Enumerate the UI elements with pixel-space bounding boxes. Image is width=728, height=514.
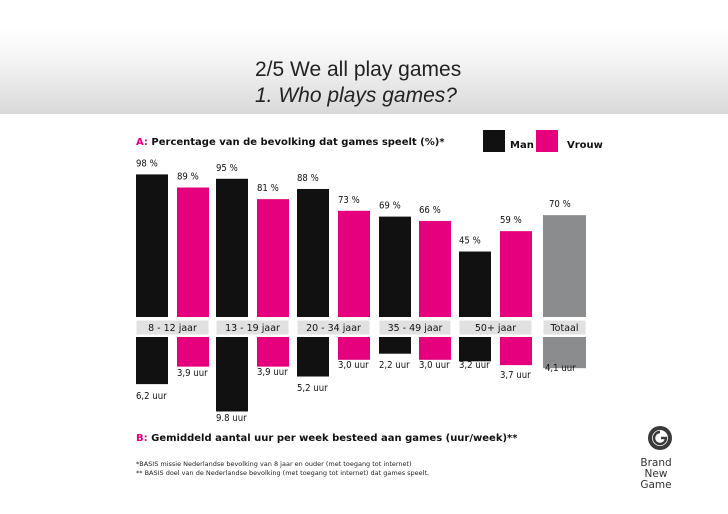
bar-a-man-2 xyxy=(297,188,329,317)
label-b-vrouw-3: 3,0 uur xyxy=(419,360,450,371)
label-a-total: 70 % xyxy=(549,199,571,210)
category-label-1: 13 - 19 jaar xyxy=(225,323,280,334)
logo-text: Brand New Game xyxy=(628,458,684,491)
label-a-man-2: 88 % xyxy=(297,173,319,184)
legend-label-vrouw: Vrouw xyxy=(567,140,603,151)
bar-b-man-2 xyxy=(297,337,329,377)
bar-b-vrouw-2 xyxy=(338,337,370,360)
bar-b-vrouw-4 xyxy=(500,337,532,366)
legend-swatch-vrouw xyxy=(536,130,558,152)
panel-a-title: A: Percentage van de bevolking dat games… xyxy=(136,137,445,148)
label-a-man-3: 69 % xyxy=(379,201,401,212)
label-b-total: 4,1 uur xyxy=(545,363,576,374)
category-label-0: 8 - 12 jaar xyxy=(148,323,197,334)
category-label-5: Totaal xyxy=(549,323,578,334)
label-b-vrouw-2: 3,0 uur xyxy=(338,360,369,371)
bar-a-man-0 xyxy=(136,174,168,317)
category-band-2 xyxy=(296,319,371,336)
label-b-vrouw-1: 3,9 uur xyxy=(257,367,288,378)
category-band-4 xyxy=(458,319,533,336)
brand-new-game-logo-icon xyxy=(648,426,672,450)
footnote-1: *BASIS missie Nederlandse bevolking van … xyxy=(136,460,412,468)
bar-a-man-4 xyxy=(459,251,491,317)
title-band xyxy=(0,28,728,114)
panel-a-title-text: Percentage van de bevolking dat games sp… xyxy=(151,137,445,148)
label-a-vrouw-1: 81 % xyxy=(257,183,279,194)
bar-b-vrouw-1 xyxy=(257,337,289,367)
legend-label-man: Man xyxy=(510,140,534,151)
label-a-vrouw-0: 89 % xyxy=(177,172,199,183)
logo-line-2: New xyxy=(644,468,668,480)
bar-b-vrouw-3 xyxy=(419,337,451,360)
bar-b-man-1 xyxy=(216,337,248,412)
bar-a-man-3 xyxy=(379,216,411,317)
bar-b-man-0 xyxy=(136,337,168,385)
category-label-3: 35 - 49 jaar xyxy=(388,323,443,334)
category-label-4: 50+ jaar xyxy=(475,323,516,334)
category-band-3 xyxy=(378,319,452,336)
bar-a-vrouw-1 xyxy=(257,199,289,317)
bar-b-man-3 xyxy=(379,337,411,354)
category-band-5 xyxy=(542,319,587,336)
bar-a-vrouw-4 xyxy=(500,231,532,317)
legend-swatch-man xyxy=(483,130,505,152)
label-a-vrouw-4: 59 % xyxy=(500,215,522,226)
label-a-vrouw-2: 73 % xyxy=(338,195,360,206)
label-b-man-3: 2,2 uur xyxy=(379,360,410,371)
panel-b-title: B: Gemiddeld aantal uur per week besteed… xyxy=(136,433,518,444)
bar-a-vrouw-2 xyxy=(338,210,370,317)
panel-a-prefix: A: xyxy=(136,137,151,148)
label-b-vrouw-0: 3,9 uur xyxy=(177,368,208,379)
label-b-man-0: 6,2 uur xyxy=(136,391,167,402)
logo-line-3: Game xyxy=(640,479,672,491)
bar-a-vrouw-0 xyxy=(177,187,209,317)
label-a-man-4: 45 % xyxy=(459,236,481,247)
label-a-man-1: 95 % xyxy=(216,163,238,174)
label-a-man-0: 98 % xyxy=(136,158,158,169)
footnote-2: ** BASIS doel van de Nederlandse bevolki… xyxy=(136,469,429,477)
label-a-vrouw-3: 66 % xyxy=(419,205,441,216)
bar-b-vrouw-0 xyxy=(177,337,209,367)
label-b-man-2: 5,2 uur xyxy=(297,383,328,394)
slide-subtitle: 1. Who plays games? xyxy=(255,84,457,107)
panel-b-prefix: B: xyxy=(136,433,151,444)
bar-b-man-4 xyxy=(459,337,491,362)
label-b-vrouw-4: 3,7 uur xyxy=(500,370,531,381)
bar-a-total xyxy=(543,215,586,317)
category-band-1 xyxy=(215,319,290,336)
bar-b-total xyxy=(543,337,586,369)
category-band-0 xyxy=(135,319,210,336)
label-b-man-1: 9.8 uur xyxy=(216,413,247,424)
bar-a-man-1 xyxy=(216,178,248,317)
bar-a-vrouw-3 xyxy=(419,220,451,317)
logo-line-1: Brand xyxy=(640,457,672,469)
panel-b-title-text: Gemiddeld aantal uur per week besteed aa… xyxy=(151,433,518,444)
slide-title: 2/5 We all play games xyxy=(255,58,462,81)
category-label-2: 20 - 34 jaar xyxy=(306,323,361,334)
label-b-man-4: 3,2 uur xyxy=(459,360,490,371)
